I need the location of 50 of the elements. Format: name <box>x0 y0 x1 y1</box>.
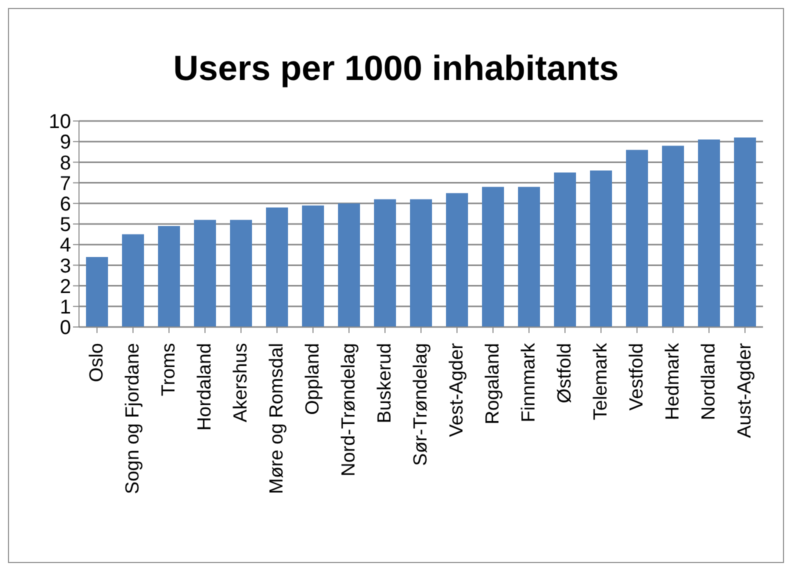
x-tick-label: Finnmark <box>518 342 540 422</box>
x-tick-label: Hordaland <box>194 343 216 431</box>
bar <box>554 172 576 327</box>
x-tick-label: Vestfold <box>626 343 648 411</box>
y-tick-label: 3 <box>60 255 71 278</box>
bar <box>302 205 324 327</box>
x-tick-label: Troms <box>158 343 180 396</box>
bar <box>194 220 216 327</box>
bar <box>374 199 396 327</box>
y-tick-label: 10 <box>48 111 71 134</box>
x-tick-label: Buskerud <box>374 343 396 424</box>
x-tick-label: Sogn og Fjordane <box>122 343 144 494</box>
bar <box>518 186 540 327</box>
y-tick-label: 7 <box>60 172 71 195</box>
bar <box>122 234 144 327</box>
bar <box>446 193 468 327</box>
x-tick-label: Sør-Trøndelag <box>410 343 432 466</box>
y-tick-label: 1 <box>60 296 71 318</box>
y-tick-label: 6 <box>60 194 71 216</box>
x-tick-label: Telemark <box>590 342 612 420</box>
x-tick-label: Aust-Agder <box>734 342 756 438</box>
y-tick-label: 9 <box>60 132 71 154</box>
x-tick-label: Møre og Romsdal <box>266 343 288 494</box>
x-tick-label: Rogaland <box>482 343 504 424</box>
bar <box>734 137 756 327</box>
bar <box>698 140 720 327</box>
x-tick-label: Østfold <box>554 343 576 404</box>
y-tick-label: 4 <box>60 234 71 257</box>
x-tick-label: Nordland <box>698 343 720 420</box>
x-tick-label: Akershus <box>230 343 252 422</box>
bar <box>338 203 360 327</box>
bar <box>482 186 504 327</box>
x-tick-label: Oppland <box>302 343 324 415</box>
bar <box>86 256 108 327</box>
bar <box>230 220 252 327</box>
bar <box>266 208 288 327</box>
y-tick-label: 2 <box>60 276 71 298</box>
x-tick-label: Hedmark <box>662 342 684 420</box>
y-tick-label: 5 <box>60 214 71 236</box>
bar <box>158 226 180 327</box>
x-tick-label: Nord-Trøndelag <box>338 343 360 476</box>
x-tick-label: Oslo <box>86 343 108 382</box>
y-tick-label: 0 <box>60 317 71 340</box>
bar <box>662 146 684 327</box>
bar <box>626 150 648 327</box>
y-tick-label: 8 <box>60 152 71 174</box>
bar <box>590 170 612 327</box>
chart-title: Users per 1000 inhabitants <box>172 49 620 90</box>
x-tick-label: Vest-Agder <box>446 342 468 437</box>
bar <box>410 199 432 327</box>
